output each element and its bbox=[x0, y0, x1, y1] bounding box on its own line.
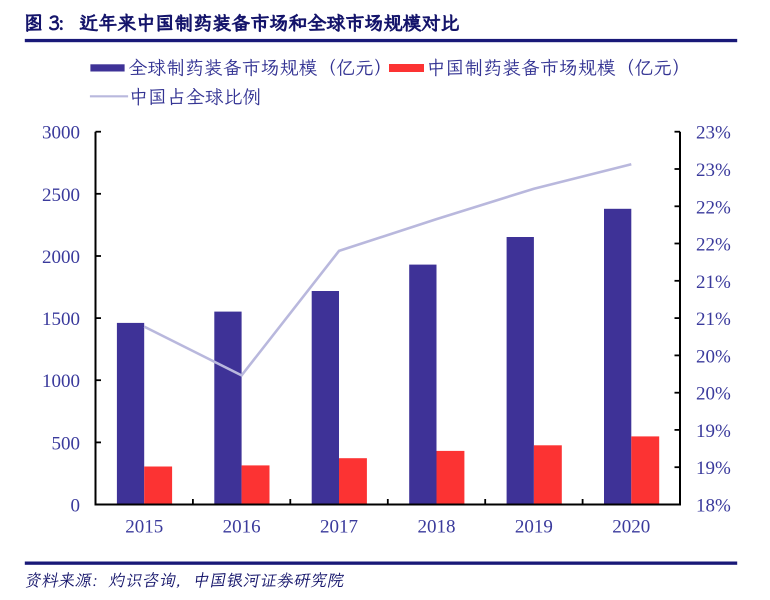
svg-text:20%: 20% bbox=[696, 384, 731, 405]
svg-text:2000: 2000 bbox=[42, 247, 80, 268]
svg-text:0: 0 bbox=[71, 496, 81, 517]
svg-text:3000: 3000 bbox=[42, 123, 80, 144]
svg-text:2017: 2017 bbox=[320, 516, 358, 537]
svg-text:21%: 21% bbox=[696, 309, 731, 330]
svg-text:1500: 1500 bbox=[42, 309, 80, 330]
svg-text:18%: 18% bbox=[696, 496, 731, 517]
svg-text:22%: 22% bbox=[696, 197, 731, 218]
svg-text:2500: 2500 bbox=[42, 185, 80, 206]
svg-text:2015: 2015 bbox=[125, 516, 163, 537]
svg-text:20%: 20% bbox=[696, 346, 731, 367]
svg-text:19%: 19% bbox=[696, 458, 731, 479]
svg-text:23%: 23% bbox=[696, 160, 731, 181]
svg-text:2016: 2016 bbox=[223, 516, 261, 537]
svg-text:2019: 2019 bbox=[515, 516, 553, 537]
svg-text:2018: 2018 bbox=[418, 516, 456, 537]
svg-text:2020: 2020 bbox=[612, 516, 650, 537]
svg-text:500: 500 bbox=[52, 433, 81, 454]
svg-text:19%: 19% bbox=[696, 421, 731, 442]
svg-text:22%: 22% bbox=[696, 235, 731, 256]
svg-text:1000: 1000 bbox=[42, 371, 80, 392]
svg-text:23%: 23% bbox=[696, 123, 731, 144]
svg-text:21%: 21% bbox=[696, 272, 731, 293]
